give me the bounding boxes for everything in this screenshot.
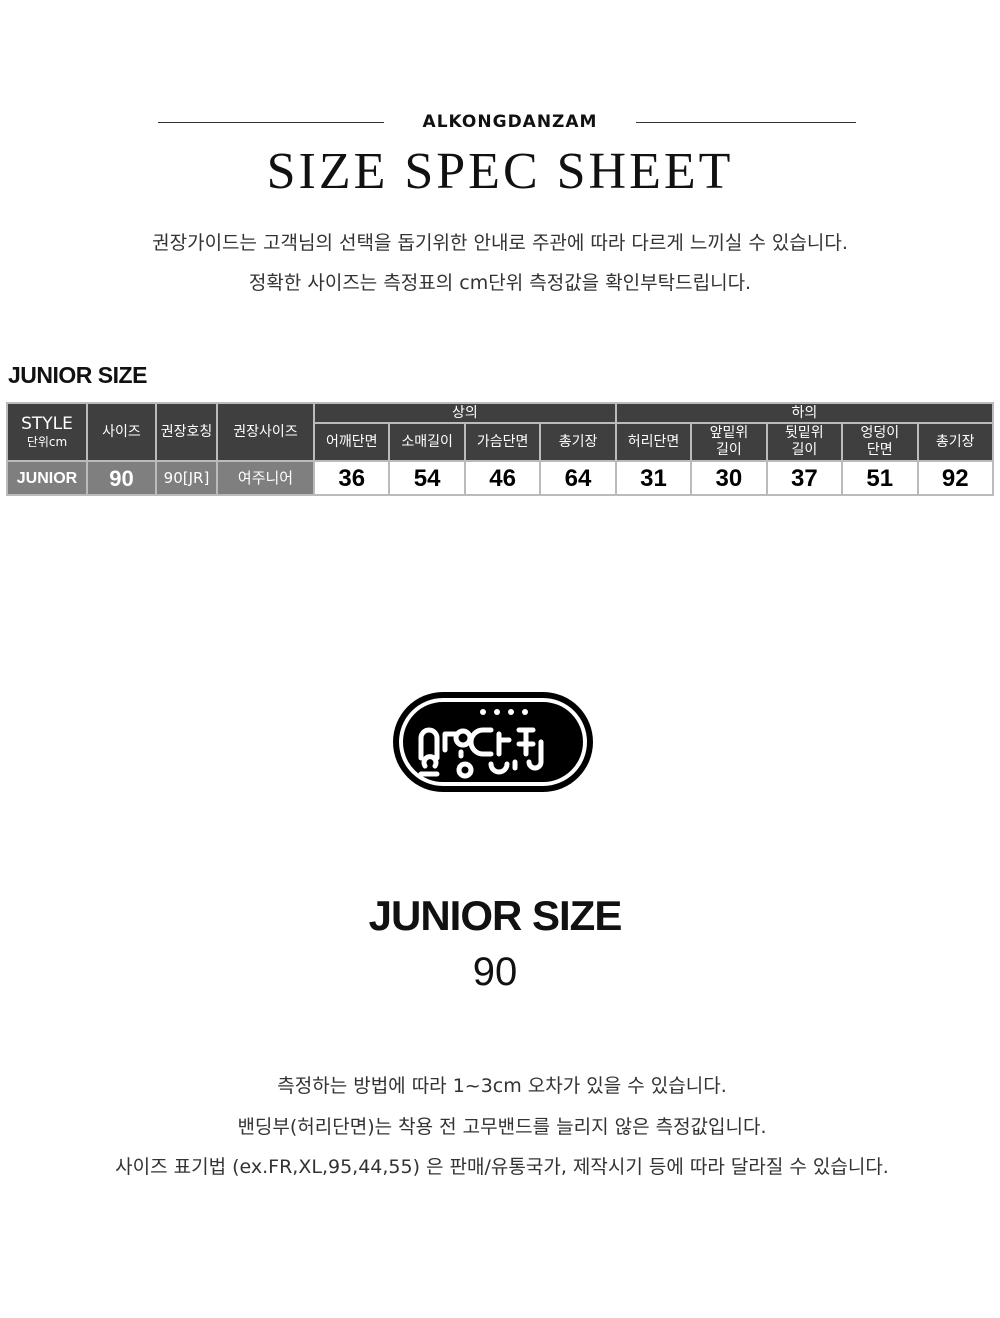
footer-size: 90 [472,950,518,994]
value-cell: 30 [690,460,768,496]
note-line: 밴딩부(허리단면)는 착용 전 고무밴드를 늘리지 않은 측정값입니다. [237,1116,767,1138]
column-header: 소매길이 [388,422,466,462]
column-header: 가슴단면 [463,422,542,462]
rec-name-header: 권장호칭 [155,402,218,462]
column-header: 총기장 [916,422,994,462]
column-header: 뒷밑위 길이 [765,422,844,462]
value-cell: 64 [539,460,617,496]
bottom-group-header: 하의 [614,402,995,424]
style-cell: JUNIOR [6,460,88,496]
value-cell: 51 [841,460,919,496]
value-cell: 37 [765,460,844,496]
column-header: 허리단면 [614,422,693,462]
description-line: 권장가이드는 고객님의 선택을 돕기위한 안내로 주관에 따라 다르게 느끼실 … [152,232,848,254]
value-cell: 46 [463,460,542,496]
rec-size-cell: 여주니어 [216,460,315,496]
table-row: JUNIOR 90 90[JR] 여주니어 36 54 46 64 31 30 … [6,460,994,496]
page-title: SIZE SPEC SHEET [266,143,734,200]
brand-logo [393,692,593,792]
top-group-header: 상의 [313,402,617,424]
column-header: 앞밑위 길이 [690,422,768,462]
size-table: STYLE 단위cm 사이즈 권장호칭 권장사이즈 상의 하의 어깨단면 소매길이… [6,402,995,496]
rec-name-cell: 90[JR] [155,460,218,496]
note-line: 측정하는 방법에 따라 1~3cm 오차가 있을 수 있습니다. [277,1075,727,1097]
column-header: 엉덩이 단면 [841,422,919,462]
size-header: 사이즈 [86,402,157,462]
rec-size-header: 권장사이즈 [216,402,315,462]
size-cell: 90 [86,460,157,496]
value-cell: 36 [312,460,391,496]
divider [636,122,856,123]
value-cell: 54 [388,460,466,496]
divider [158,122,384,123]
value-cell: 92 [916,460,994,496]
column-header: 총기장 [539,422,617,462]
column-header: 어깨단면 [312,422,391,462]
note-line: 사이즈 표기법 (ex.FR,XL,95,44,55) 은 판매/유통국가, 제… [115,1156,889,1178]
section-title: JUNIOR SIZE [8,362,147,388]
footer-title: JUNIOR SIZE [368,892,623,939]
description-line: 정확한 사이즈는 측정표의 cm단위 측정값을 확인부탁드립니다. [248,272,752,294]
value-cell: 31 [614,460,693,496]
style-header: STYLE 단위cm [6,402,88,462]
brand-name: ALKONGDANZAM [422,112,598,132]
brand-header: ALKONGDANZAM [0,112,1000,132]
